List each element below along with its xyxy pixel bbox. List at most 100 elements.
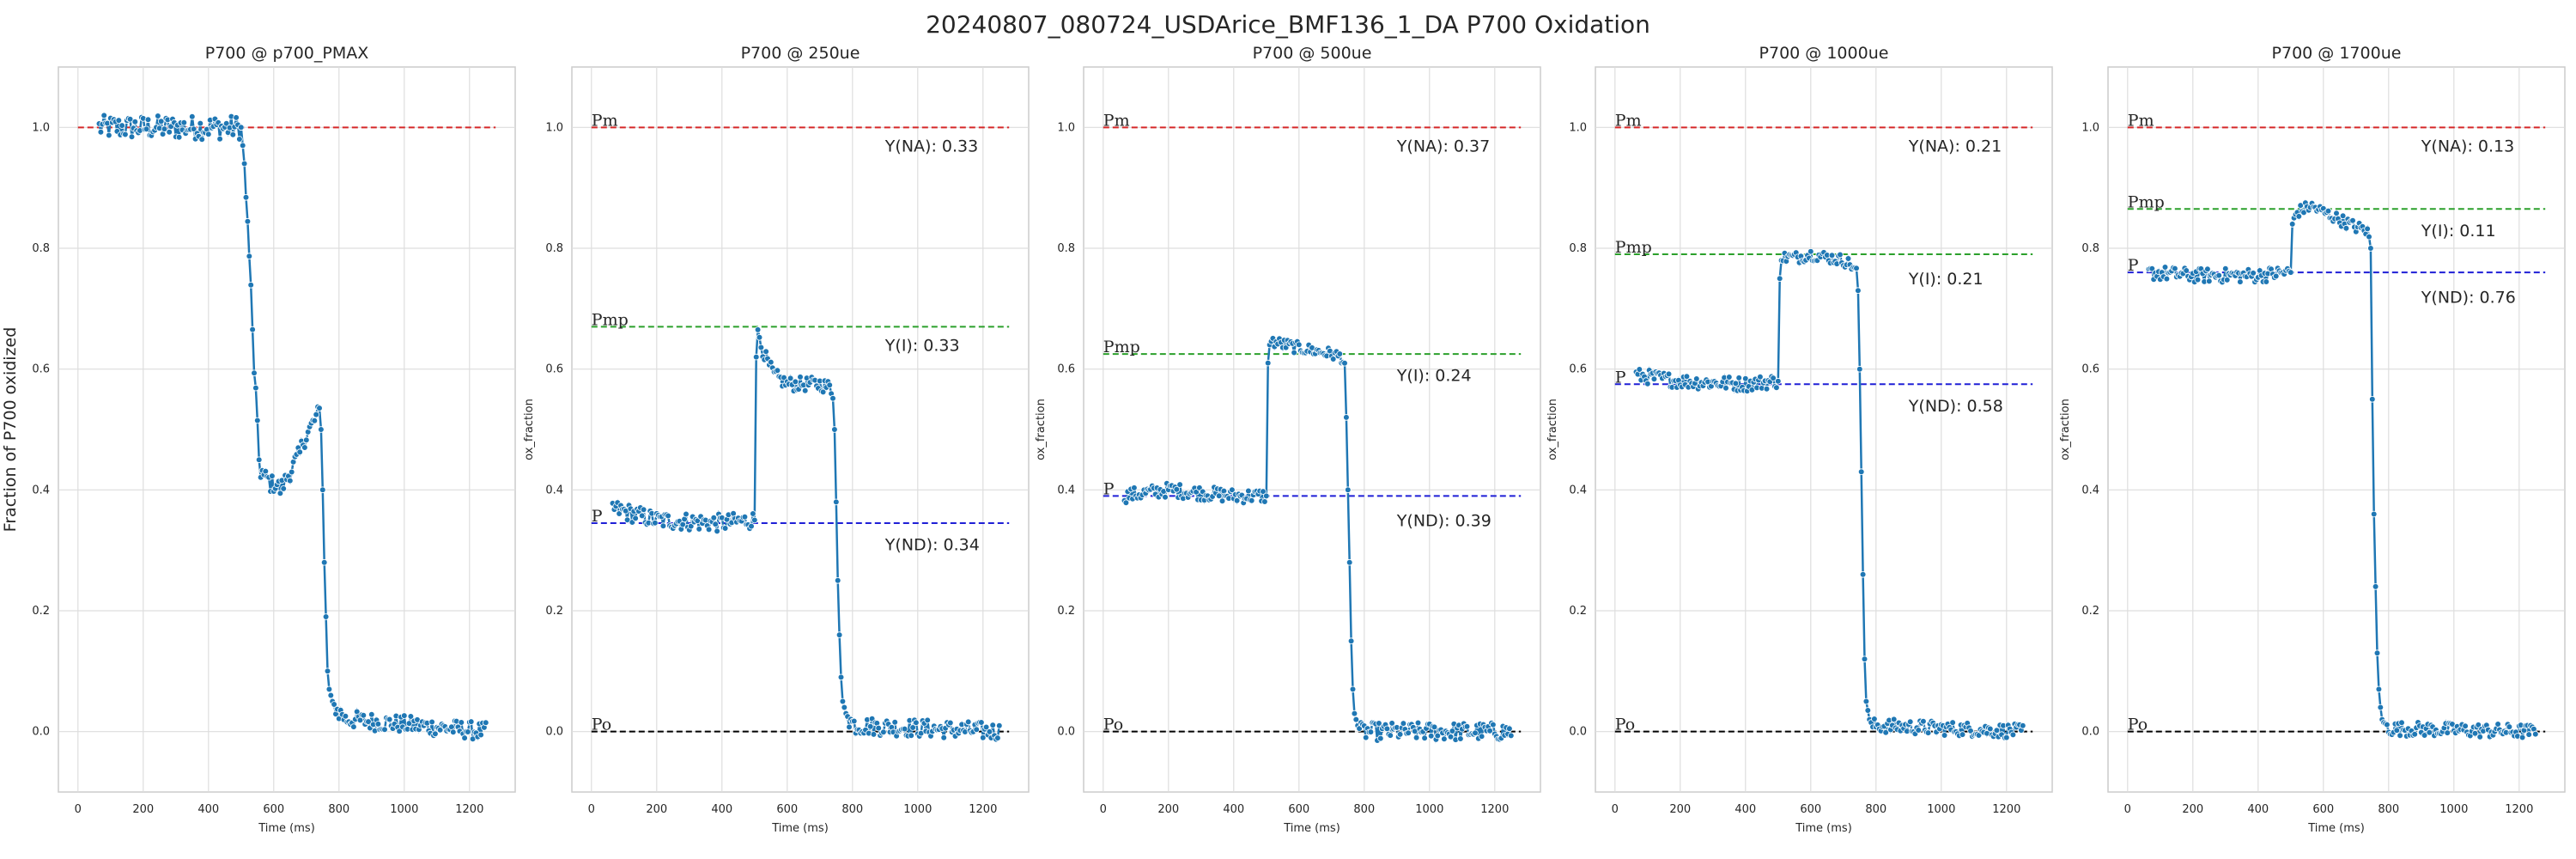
data-point xyxy=(996,722,1003,729)
x-tick-label: 600 xyxy=(2312,803,2334,816)
data-point xyxy=(2237,278,2244,285)
data-point xyxy=(1478,733,1485,740)
data-point xyxy=(325,685,333,693)
data-point xyxy=(2370,510,2378,518)
data-point xyxy=(1987,725,1994,733)
data-point xyxy=(774,367,781,375)
data-point xyxy=(964,718,972,726)
data-point xyxy=(449,728,457,736)
data-point xyxy=(1807,247,1814,255)
y-tick-label: 0.0 xyxy=(545,726,563,739)
data-point xyxy=(222,119,230,127)
data-point xyxy=(1882,728,1890,736)
y-tick-label: 0.4 xyxy=(545,484,563,497)
x-tick-label: 800 xyxy=(1353,803,1375,816)
data-point xyxy=(205,131,212,138)
annotation-yield: Y(I): 0.33 xyxy=(884,337,960,356)
annotation-yield: Y(NA): 0.21 xyxy=(1908,137,2002,155)
data-point xyxy=(819,388,827,396)
data-point xyxy=(482,719,489,727)
data-point xyxy=(1229,486,1236,494)
data-point xyxy=(756,333,763,341)
data-point xyxy=(757,344,765,351)
y-tick-label: 0.0 xyxy=(2081,726,2099,739)
data-point xyxy=(659,522,667,529)
data-point xyxy=(2375,685,2383,693)
data-point xyxy=(2372,583,2379,590)
data-point xyxy=(792,378,799,386)
data-point xyxy=(2369,395,2376,403)
data-point xyxy=(301,444,308,451)
y-axis-label: ox_fraction xyxy=(1035,399,1048,460)
data-point xyxy=(1861,655,1868,663)
data-point xyxy=(118,122,125,129)
data-point xyxy=(994,734,1001,741)
data-point xyxy=(239,142,246,149)
annotation-yield: Y(ND): 0.39 xyxy=(1396,512,1492,531)
data-point xyxy=(198,136,206,143)
data-point xyxy=(244,217,252,225)
reference-label-po: Po xyxy=(1103,716,1123,734)
x-tick-label: 1200 xyxy=(969,803,997,816)
x-tick-label: 200 xyxy=(1157,803,1179,816)
y-tick-label: 0.4 xyxy=(1569,484,1587,497)
x-tick-label: 800 xyxy=(1865,803,1886,816)
data-point xyxy=(1362,734,1370,741)
x-tick-label: 0 xyxy=(1612,803,1619,816)
data-point xyxy=(2532,730,2539,738)
data-point xyxy=(980,734,987,741)
data-point xyxy=(1233,497,1241,504)
data-point xyxy=(834,576,841,584)
x-tick-label: 400 xyxy=(1223,803,1244,816)
data-point xyxy=(1245,487,1252,495)
annotation-yield: Y(NA): 0.13 xyxy=(2421,137,2514,155)
data-point xyxy=(1388,720,1395,727)
data-point xyxy=(750,516,758,524)
data-point xyxy=(1650,375,1658,383)
data-point xyxy=(1859,570,1867,578)
data-point xyxy=(870,731,878,738)
data-point xyxy=(638,512,646,520)
data-point xyxy=(2222,265,2229,272)
data-point xyxy=(175,134,183,141)
data-point xyxy=(1291,349,1297,356)
data-point xyxy=(1351,710,1358,717)
data-point xyxy=(1457,735,1464,742)
data-point xyxy=(251,369,258,377)
data-point xyxy=(1413,734,1420,741)
data-point xyxy=(465,728,471,735)
y-tick-label: 0.0 xyxy=(1057,726,1075,739)
data-point xyxy=(1864,707,1872,714)
y-tick-label: 0.2 xyxy=(2081,605,2099,618)
data-point xyxy=(1377,734,1384,742)
data-point xyxy=(1396,731,1404,738)
data-point xyxy=(846,723,853,731)
data-point xyxy=(360,711,368,719)
annotation-yield: Y(I): 0.11 xyxy=(2421,222,2496,241)
data-point xyxy=(1644,380,1651,387)
data-point xyxy=(652,519,659,527)
data-point xyxy=(1264,359,1272,367)
data-point xyxy=(2397,732,2403,740)
figure-title: 20240807_080724_USDArice_BMF136_1_DA P70… xyxy=(926,10,1650,39)
data-point xyxy=(2223,277,2231,283)
data-point xyxy=(1993,727,2001,734)
data-point xyxy=(2373,649,2381,656)
x-tick-label: 600 xyxy=(1288,803,1309,816)
x-tick-label: 800 xyxy=(328,803,349,816)
data-point xyxy=(143,125,150,133)
subplot-3: 0 200 400 600 800 1000 1200 0.0 0.2 0.4 0.6 0.8 1.0 P… xyxy=(1035,44,1541,835)
data-point xyxy=(1346,558,1353,566)
data-point xyxy=(1726,374,1733,381)
data-point xyxy=(710,514,718,521)
data-point xyxy=(831,426,838,433)
data-point xyxy=(714,527,720,535)
data-point xyxy=(288,468,295,476)
y-tick-label: 0.8 xyxy=(1569,242,1587,255)
data-point xyxy=(342,712,349,720)
data-point xyxy=(368,710,375,718)
data-point xyxy=(1857,468,1865,475)
data-point xyxy=(2518,734,2526,741)
x-tick-label: 0 xyxy=(1100,803,1107,816)
x-tick-label: 1000 xyxy=(1927,803,1955,816)
